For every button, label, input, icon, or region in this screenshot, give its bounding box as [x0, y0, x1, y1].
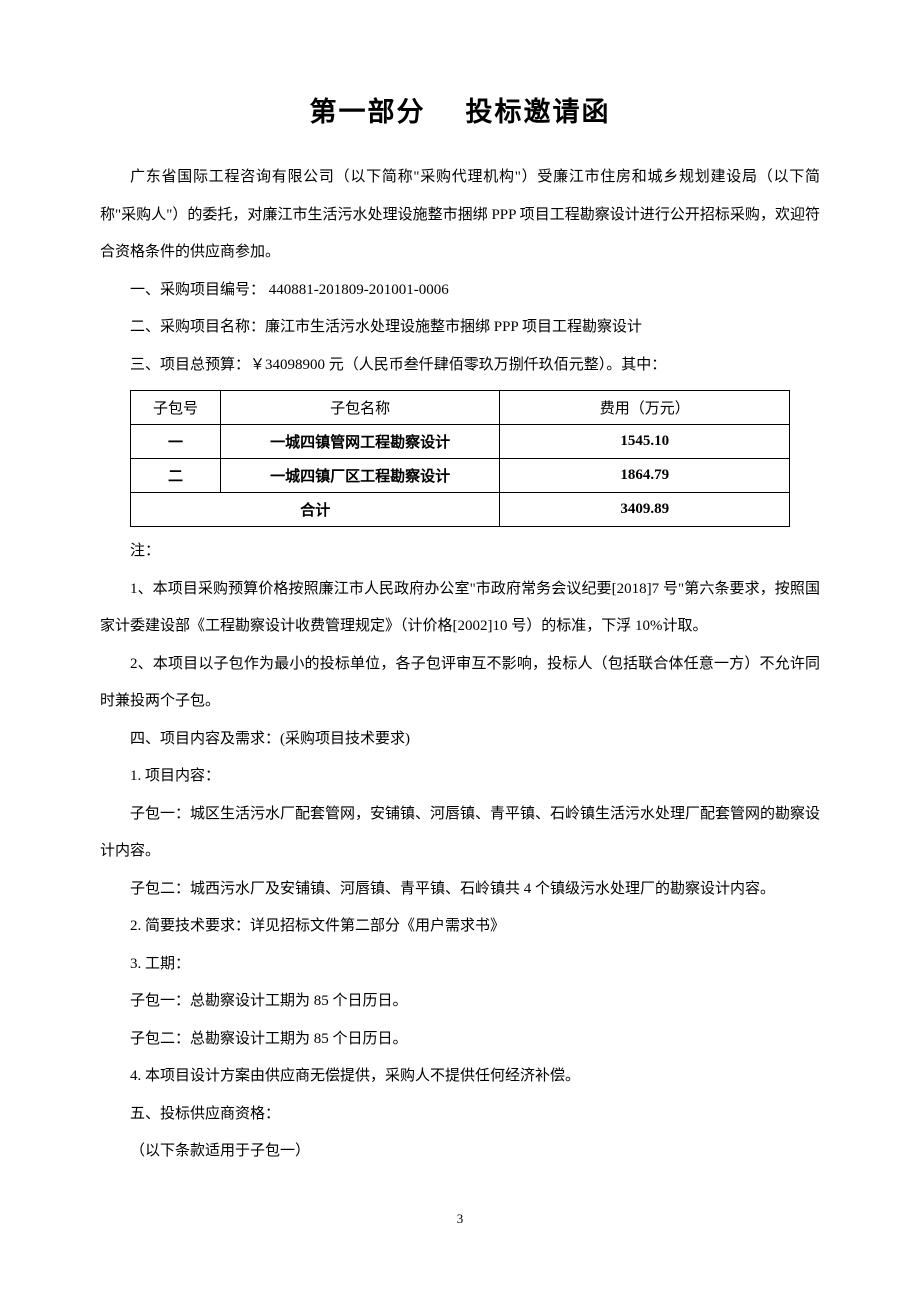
table-total-row: 合计 3409.89 [131, 493, 790, 527]
title-part2: 投标邀请函 [466, 97, 611, 127]
table-header-fee: 费用（万元） [500, 391, 790, 425]
page-number: 3 [100, 1211, 820, 1227]
note-1: 1、本项目采购预算价格按照廉江市人民政府办公室"市政府常务会议纪要[2018]7… [100, 571, 820, 646]
item-budget: 三、项目总预算：￥34098900 元（人民币叁仟肆佰零玖万捌仟玖佰元整）。其中… [100, 347, 820, 385]
table-row: 二 一城四镇厂区工程勘察设计 1864.79 [131, 459, 790, 493]
item-4-header: 四、项目内容及需求：(采购项目技术要求) [100, 721, 820, 759]
table-cell-name: 一城四镇管网工程勘察设计 [220, 425, 500, 459]
note-2: 2、本项目以子包作为最小的投标单位，各子包评审互不影响，投标人（包括联合体任意一… [100, 646, 820, 721]
item-4-3b: 子包二：总勘察设计工期为 85 个日历日。 [100, 1021, 820, 1059]
item-project-number: 一、采购项目编号： 440881-201809-201001-0006 [100, 272, 820, 310]
document-title: 第一部分 投标邀请函 [100, 90, 820, 129]
item-5-note: （以下条款适用于子包一） [100, 1133, 820, 1171]
table-cell-id: 二 [131, 459, 221, 493]
item-4-1a: 子包一：城区生活污水厂配套管网，安铺镇、河唇镇、青平镇、石岭镇生活污水处理厂配套… [100, 796, 820, 871]
item-4-4: 4. 本项目设计方案由供应商无偿提供，采购人不提供任何经济补偿。 [100, 1058, 820, 1096]
table-cell-name: 一城四镇厂区工程勘察设计 [220, 459, 500, 493]
budget-table: 子包号 子包名称 费用（万元） 一 一城四镇管网工程勘察设计 1545.10 二… [130, 390, 790, 527]
table-cell-id: 一 [131, 425, 221, 459]
item-4-1b: 子包二：城西污水厂及安铺镇、河唇镇、青平镇、石岭镇共 4 个镇级污水处理厂的勘察… [100, 871, 820, 909]
table-header-row: 子包号 子包名称 费用（万元） [131, 391, 790, 425]
item-project-name: 二、采购项目名称：廉江市生活污水处理设施整市捆绑 PPP 项目工程勘察设计 [100, 309, 820, 347]
note-label: 注： [100, 533, 820, 571]
item-4-3a: 子包一：总勘察设计工期为 85 个日历日。 [100, 983, 820, 1021]
table-header-name: 子包名称 [220, 391, 500, 425]
title-part1: 第一部分 [310, 97, 426, 127]
item-4-3: 3. 工期： [100, 946, 820, 984]
table-cell-fee: 1545.10 [500, 425, 790, 459]
table-cell-fee: 1864.79 [500, 459, 790, 493]
table-row: 一 一城四镇管网工程勘察设计 1545.10 [131, 425, 790, 459]
item-4-2: 2. 简要技术要求：详见招标文件第二部分《用户需求书》 [100, 908, 820, 946]
table-header-id: 子包号 [131, 391, 221, 425]
intro-paragraph: 广东省国际工程咨询有限公司（以下简称"采购代理机构"）受廉江市住房和城乡规划建设… [100, 159, 820, 272]
item-4-1: 1. 项目内容： [100, 758, 820, 796]
table-total-label: 合计 [131, 493, 500, 527]
item-5-header: 五、投标供应商资格： [100, 1096, 820, 1134]
table-total-fee: 3409.89 [500, 493, 790, 527]
